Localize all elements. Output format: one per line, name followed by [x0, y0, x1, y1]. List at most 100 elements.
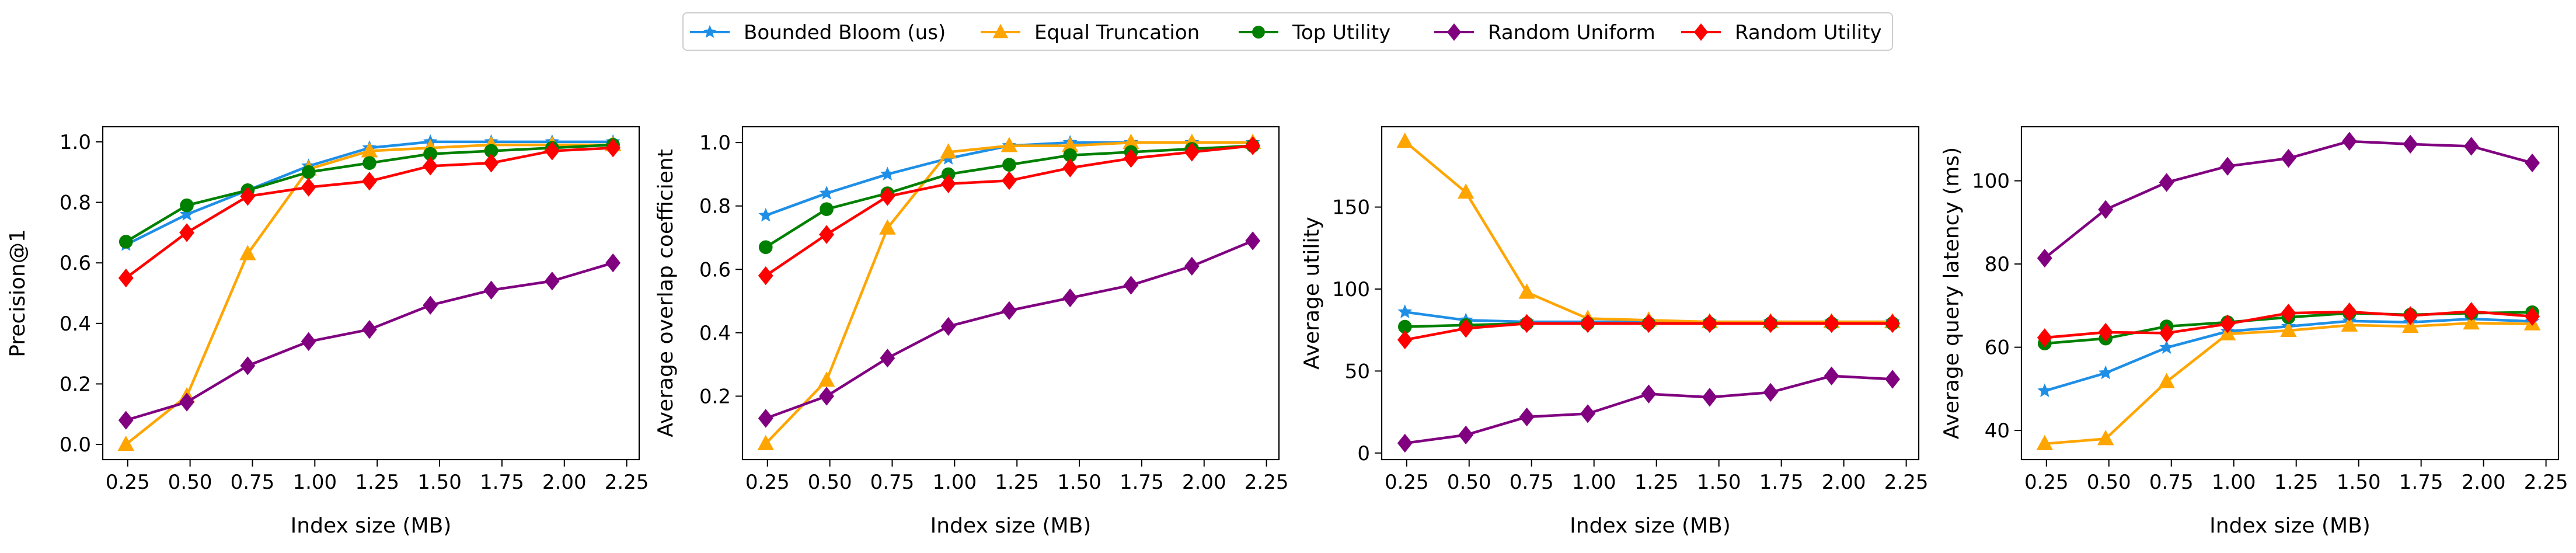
y-tick-label: 0.4 [699, 322, 731, 345]
x-tick-label: 0.75 [231, 471, 275, 494]
data-point [605, 253, 621, 273]
data-point [819, 387, 834, 406]
x-tick-label: 2.25 [1884, 471, 1929, 494]
data-point [1458, 425, 1474, 445]
data-point [2097, 430, 2114, 446]
data-point [1396, 133, 1414, 148]
data-point [1519, 407, 1535, 427]
data-point [2525, 153, 2540, 173]
data-point [1885, 314, 1900, 333]
data-point [1702, 388, 1717, 407]
data-point [362, 156, 377, 170]
legend-label: Bounded Bloom (us) [744, 21, 946, 44]
x-tick-label: 0.25 [106, 471, 150, 494]
series [1397, 314, 1900, 350]
data-point [2525, 307, 2540, 326]
data-point [179, 223, 194, 242]
data-point [2037, 383, 2052, 397]
y-axis-label: Average query latency (ms) [1940, 147, 1964, 439]
series [118, 138, 621, 288]
y-tick-label: 0.6 [699, 258, 731, 281]
series [2036, 314, 2541, 450]
x-tick-label: 0.50 [808, 471, 852, 494]
x-tick-label: 1.00 [292, 471, 337, 494]
data-point [179, 392, 194, 412]
legend-label: Top Utility [1292, 21, 1390, 44]
x-tick-label: 1.50 [417, 471, 462, 494]
data-point [1885, 370, 1900, 389]
legend-label: Random Uniform [1488, 21, 1655, 44]
data-point [544, 141, 560, 161]
data-point [2341, 302, 2357, 322]
data-point [362, 172, 377, 191]
data-point [240, 356, 256, 375]
x-tick-label: 1.25 [355, 471, 399, 494]
data-point [362, 320, 377, 339]
data-point [2037, 328, 2052, 347]
data-point [179, 207, 194, 221]
data-point [301, 165, 316, 179]
data-point [1763, 314, 1779, 333]
y-tick-label: 0 [1357, 442, 1370, 465]
legend-marker [1446, 23, 1462, 41]
data-point [1702, 314, 1717, 333]
y-tick-label: 1.0 [60, 131, 91, 154]
axes-frame [741, 126, 1280, 461]
series-line [765, 239, 1253, 420]
axes-frame [102, 126, 640, 461]
data-point [117, 435, 134, 451]
data-point [2403, 306, 2418, 325]
data-point [1397, 304, 1413, 318]
data-point [423, 156, 438, 176]
data-point [239, 245, 256, 260]
series-line [2044, 322, 2533, 446]
x-tick-label: 2.00 [542, 471, 587, 494]
x-tick-label: 2.25 [605, 471, 649, 494]
data-point [2403, 134, 2418, 154]
y-tick-label: 0.6 [60, 252, 91, 275]
data-point [2037, 248, 2052, 268]
data-point [820, 202, 834, 216]
data-point [1245, 231, 1261, 251]
data-point [423, 295, 438, 315]
y-axis-label: Precision@1 [6, 229, 30, 357]
data-point [880, 349, 895, 368]
legend-label: Random Utility [1735, 21, 1882, 44]
data-point [1123, 149, 1139, 168]
series [1397, 366, 1900, 453]
data-point [1062, 158, 1078, 178]
data-point [483, 154, 499, 173]
data-point [1458, 319, 1474, 338]
x-tick-label: 2.00 [1822, 471, 1866, 494]
data-point [118, 268, 134, 288]
legend-frame [682, 12, 1893, 51]
data-point [1641, 384, 1657, 404]
x-tick-label: 1.75 [1120, 471, 1164, 494]
data-point [758, 266, 773, 286]
series [118, 138, 620, 249]
data-point [1001, 137, 1018, 152]
x-tick-label: 0.25 [745, 471, 790, 494]
series [758, 138, 1260, 255]
chart-panel: 0.25 0.50 0.75 1.00 1.25 1.50 1.75 2.00 2.25 0 50 1… [1300, 126, 1929, 538]
data-point [1184, 142, 1200, 162]
data-point [1518, 283, 1535, 299]
data-point [2280, 321, 2297, 338]
y-tick-label: 50 [1345, 360, 1370, 383]
data-point [2159, 340, 2174, 354]
data-point [1519, 314, 1535, 333]
data-point [2158, 373, 2175, 388]
x-tick-label: 0.25 [1385, 471, 1429, 494]
y-tick-label: 100 [1972, 170, 2010, 193]
data-point [940, 174, 956, 193]
y-tick-label: 0.8 [699, 195, 731, 218]
x-tick-label: 0.75 [2149, 471, 2194, 494]
data-point [758, 240, 773, 255]
data-point [118, 235, 133, 249]
legend-entry: Random Utility [1681, 21, 1882, 44]
axes-frame [1381, 126, 1920, 461]
series [758, 136, 1261, 286]
x-axis-label: Index size (MB) [930, 514, 1092, 538]
x-tick-label: 1.00 [932, 471, 977, 494]
